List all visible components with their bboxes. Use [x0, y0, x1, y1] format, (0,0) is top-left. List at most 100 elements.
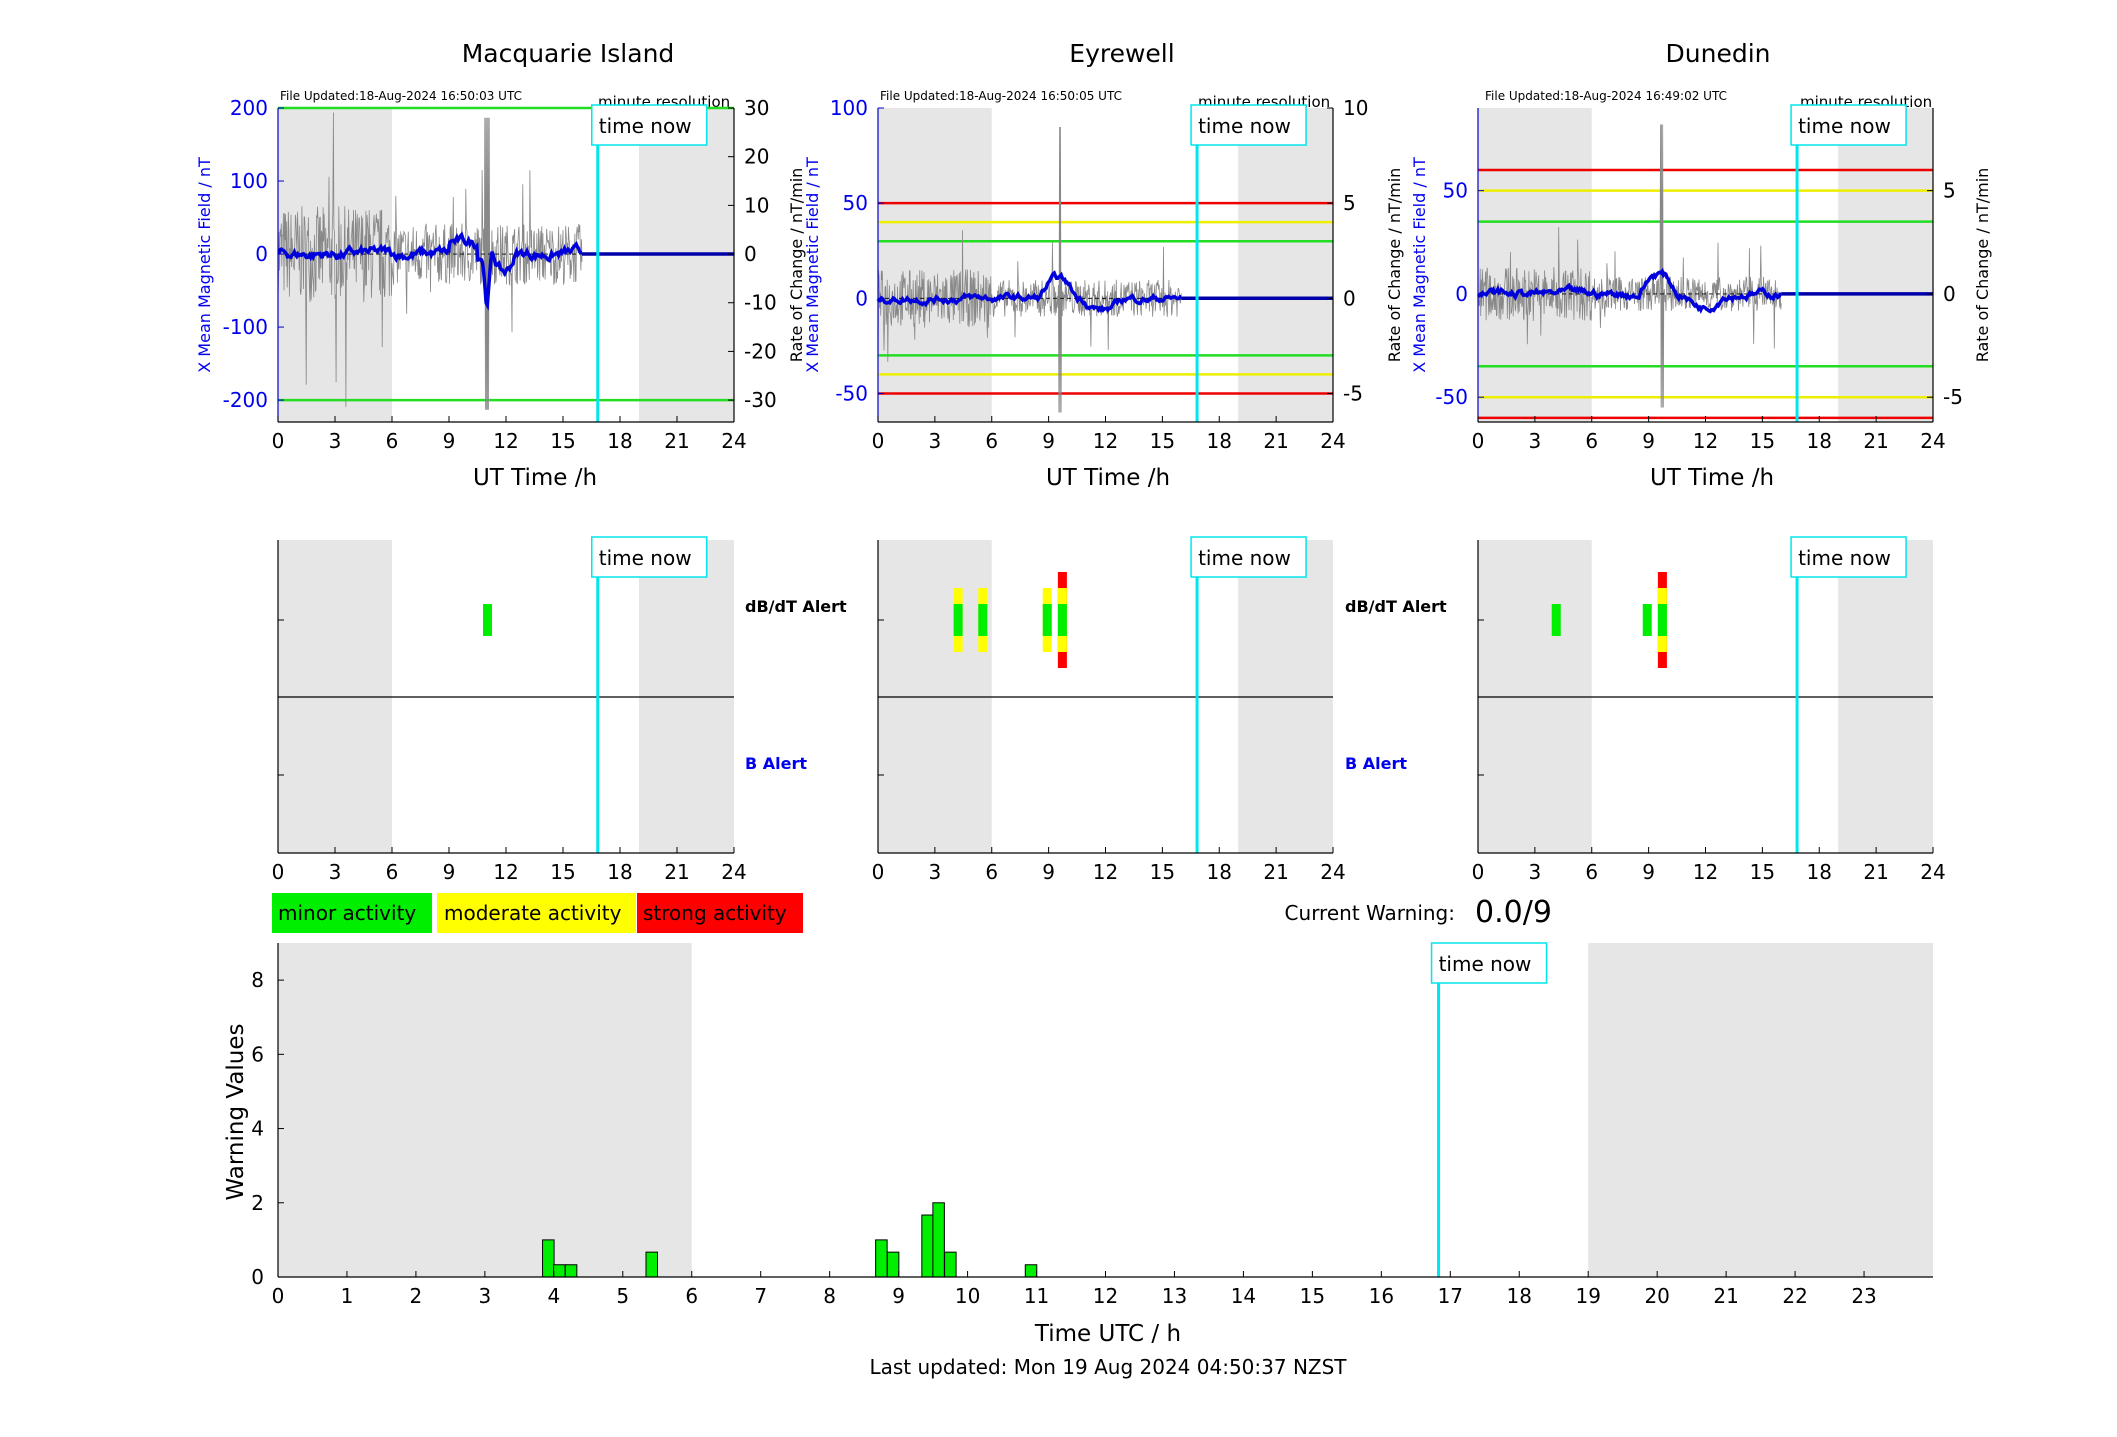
y-tick-label: 0	[251, 1265, 264, 1289]
warning-bar	[875, 1239, 888, 1278]
x-tick-label: 21	[1713, 1284, 1738, 1308]
time-now-label: time now	[599, 114, 692, 138]
x-tick-label: 12	[493, 860, 518, 884]
time-now-box	[591, 104, 708, 146]
x-tick-label: 18	[1807, 429, 1832, 453]
x-tick-label: 9	[443, 429, 456, 453]
legend-swatch-strong	[637, 893, 803, 933]
legend-label-minor: minor activity	[278, 901, 416, 925]
time-now-label: time now	[1198, 114, 1291, 138]
time-now-label: time now	[1798, 114, 1891, 138]
rate-of-change-trace	[277, 112, 583, 410]
right-y-tick-label: 10	[1343, 96, 1368, 120]
current-warning-label: Current Warning:	[1285, 901, 1455, 925]
x-tick-label: 0	[272, 1284, 285, 1308]
mean-field-trace	[876, 270, 1182, 314]
warning-bar	[921, 1214, 934, 1278]
x-tick-label: 21	[1263, 429, 1288, 453]
x-tick-label: 6	[386, 429, 399, 453]
x-tick-label: 15	[1150, 429, 1175, 453]
alert-bar-minor	[483, 604, 492, 636]
station-title: Dunedin	[1666, 39, 1771, 68]
x-tick-label: 18	[1207, 860, 1232, 884]
x-tick-label: 12	[1693, 860, 1718, 884]
x-tick-label: 15	[1750, 860, 1775, 884]
left-y-tick-label: -200	[223, 388, 268, 412]
x-tick-label: 24	[721, 860, 746, 884]
x-tick-label: 24	[721, 429, 746, 453]
x-tick-label: 0	[1472, 429, 1485, 453]
alert-bar-minor	[978, 604, 988, 636]
right-y-tick-label: 20	[744, 145, 769, 169]
x-tick-label: 21	[1263, 860, 1288, 884]
station-title: Eyrewell	[1069, 39, 1174, 68]
right-y-tick-label: 0	[744, 242, 757, 266]
right-y-tick-label: 30	[744, 96, 769, 120]
x-tick-label: 24	[1920, 860, 1945, 884]
x-tick-label: 3	[1529, 860, 1542, 884]
x-tick-label: 18	[1807, 860, 1832, 884]
x-tick-label: 11	[1024, 1284, 1049, 1308]
x-tick-label: 24	[1920, 429, 1945, 453]
station-chart-dunedin: Dunedin File Updated:18-Aug-2024 16:49:0…	[1410, 39, 1992, 491]
legend-label-moderate: moderate activity	[444, 901, 622, 925]
x-tick-label: 6	[1585, 860, 1598, 884]
warning-bar	[886, 1251, 900, 1278]
time-now-label: time now	[1798, 546, 1891, 570]
x-tick-label: 3	[929, 860, 942, 884]
right-y-tick-label: 10	[744, 193, 769, 217]
x-tick-label: 21	[664, 860, 689, 884]
x-tick-label: 9	[443, 860, 456, 884]
x-tick-label: 15	[1300, 1284, 1325, 1308]
y-tick-label: 6	[251, 1042, 264, 1066]
alert-bar-minor	[1642, 604, 1652, 636]
mean-field-trace	[277, 231, 582, 311]
warning-values-chart: Warning Values Time UTC / h time now 0 1 2 3…	[223, 942, 1933, 1347]
x-tick-label: 2	[410, 1284, 423, 1308]
x-tick-label: 4	[547, 1284, 560, 1308]
x-tick-label: 18	[607, 429, 632, 453]
x-tick-label: 0	[1472, 860, 1485, 884]
last-updated-text: Last updated: Mon 19 Aug 2024 04:50:37 N…	[869, 1355, 1347, 1379]
warning-bar	[944, 1251, 957, 1278]
x-tick-label: 6	[985, 860, 998, 884]
activity-legend: minor activity moderate activity strong …	[272, 893, 803, 933]
x-tick-label: 18	[607, 860, 632, 884]
left-ylabel: X Mean Magnetic Field / nT	[195, 157, 214, 373]
right-y-tick-label: -5	[1943, 385, 1963, 409]
x-tick-label: 15	[1750, 429, 1775, 453]
warning-bar	[542, 1239, 555, 1278]
time-now-label: time now	[1439, 952, 1532, 976]
x-tick-label: 24	[1320, 429, 1345, 453]
x-tick-label: 1	[341, 1284, 354, 1308]
x-axis-label: Time UTC / h	[1034, 1321, 1181, 1347]
y-axis-label: Warning Values	[223, 1023, 249, 1200]
b-alert-label: B Alert	[745, 754, 807, 773]
left-y-tick-label: -100	[223, 315, 268, 339]
left-y-tick-label: 0	[855, 286, 868, 310]
x-tick-label: 10	[955, 1284, 980, 1308]
x-tick-label: 0	[272, 860, 285, 884]
right-ylabel: Rate of Change / nT/min	[1385, 168, 1404, 363]
x-tick-label: 5	[616, 1284, 629, 1308]
x-tick-label: 22	[1782, 1284, 1807, 1308]
mean-field-trace	[1477, 267, 1782, 314]
x-tick-label: 15	[550, 860, 575, 884]
y-tick-label: 2	[251, 1191, 264, 1215]
x-tick-label: 12	[1093, 429, 1118, 453]
station-chart-macquarie: Macquarie Island File Updated:18-Aug-202…	[195, 39, 806, 491]
current-warning-value: 0.0/9	[1475, 895, 1552, 930]
dbdt-alert-label: dB/dT Alert	[1345, 597, 1447, 616]
x-tick-label: 6	[386, 860, 399, 884]
night-shade	[1238, 108, 1333, 422]
warning-bar	[645, 1251, 659, 1278]
left-y-tick-label: 200	[230, 96, 268, 120]
x-tick-label: 3	[479, 1284, 492, 1308]
file-updated-text: File Updated:18-Aug-2024 16:49:02 UTC	[1485, 89, 1727, 103]
x-tick-label: 16	[1369, 1284, 1394, 1308]
time-now-box	[1190, 104, 1307, 146]
left-ylabel: X Mean Magnetic Field / nT	[1410, 157, 1429, 373]
time-now-box	[1190, 536, 1307, 578]
x-tick-label: 3	[329, 860, 342, 884]
